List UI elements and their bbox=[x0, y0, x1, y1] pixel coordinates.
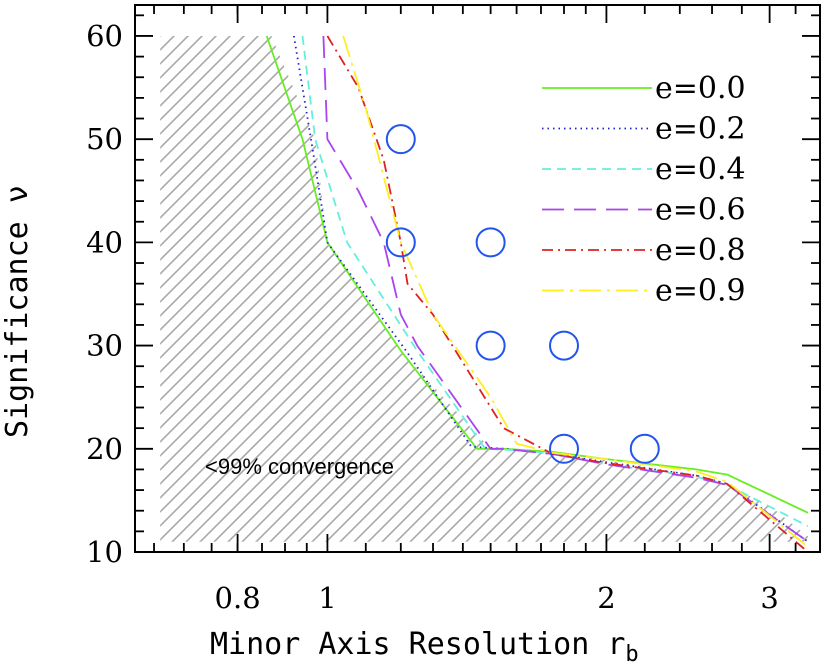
legend-label-e=0.9: e=0.9 bbox=[655, 274, 746, 309]
legend-label-e=0.8: e=0.8 bbox=[655, 233, 746, 268]
x-tick-label: 0.8 bbox=[215, 581, 261, 615]
y-tick-label: 40 bbox=[86, 225, 123, 259]
x-tick-label: 2 bbox=[597, 581, 615, 615]
legend-label-e=0.2: e=0.2 bbox=[655, 112, 746, 147]
y-tick-label: 60 bbox=[86, 19, 123, 53]
circle-marker-5 bbox=[549, 330, 580, 361]
y-tick-label: 20 bbox=[86, 432, 123, 466]
circle-marker-2 bbox=[385, 227, 416, 258]
y-tick-label: 10 bbox=[86, 535, 123, 569]
plot-frame bbox=[134, 4, 821, 553]
circle-marker-7 bbox=[629, 433, 660, 464]
y-axis-title: Significance ν bbox=[0, 185, 35, 438]
series-line-e=0.8 bbox=[326, 35, 809, 553]
legend: e=0.0 e=0.2 e=0.4 e=0.6 e=0.8 e=0.9 bbox=[542, 71, 746, 309]
series-line-e=0.0 bbox=[265, 35, 809, 514]
y-tick-label: 30 bbox=[86, 329, 123, 363]
series-lines bbox=[265, 35, 809, 553]
legend-label-e=0.6: e=0.6 bbox=[655, 193, 746, 228]
region-label: <99% convergence bbox=[205, 454, 394, 479]
axes: 10 20 30 40 50 60 0.8 1 2 3 bbox=[86, 4, 821, 615]
circle-marker-4 bbox=[475, 330, 506, 361]
x-tick-label: 3 bbox=[760, 581, 778, 615]
circle-marker-1 bbox=[385, 124, 416, 155]
hatched-region bbox=[160, 36, 808, 542]
circle-marker-6 bbox=[549, 433, 580, 464]
circle-marker-3 bbox=[475, 227, 506, 258]
series-line-e=0.9 bbox=[342, 35, 809, 548]
x-axis-title: Minor Axis Resolution rb bbox=[210, 627, 639, 667]
series-line-e=0.6 bbox=[322, 35, 809, 543]
circle-markers bbox=[385, 124, 660, 464]
legend-label-e=0.4: e=0.4 bbox=[655, 152, 746, 187]
y-tick-label: 50 bbox=[86, 122, 123, 156]
convergence-region: <99% convergence bbox=[160, 36, 808, 542]
x-tick-label: 1 bbox=[318, 581, 336, 615]
legend-label-e=0.0: e=0.0 bbox=[655, 71, 746, 106]
